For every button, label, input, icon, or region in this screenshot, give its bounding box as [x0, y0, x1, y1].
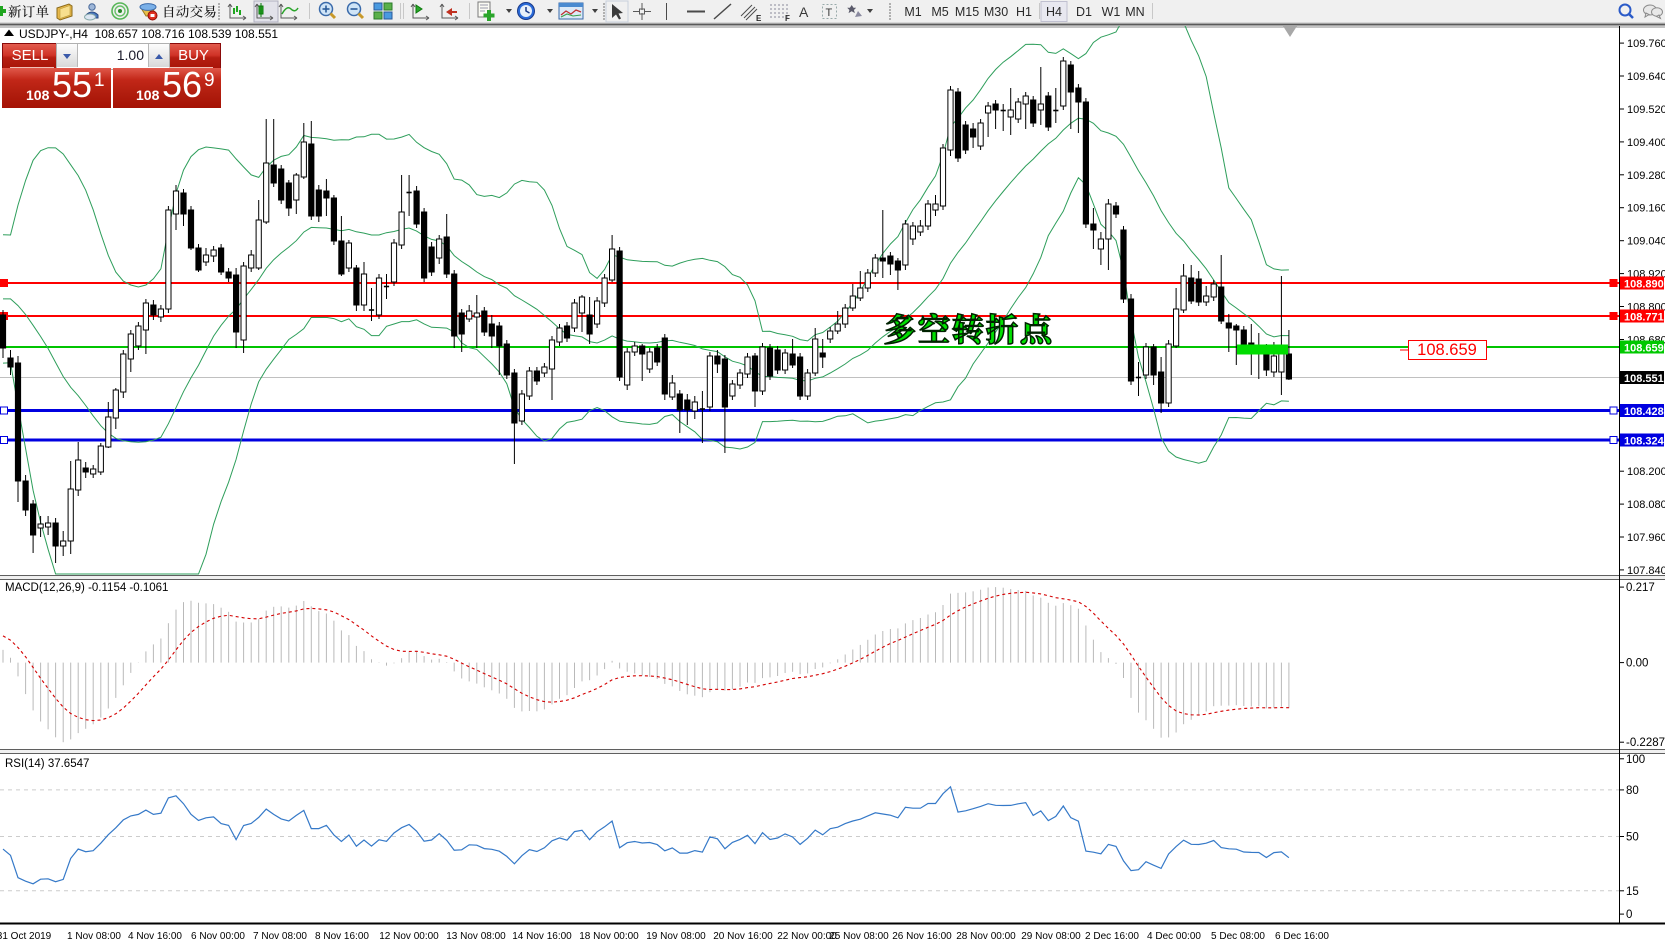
svg-text:M30: M30: [984, 5, 1008, 19]
svg-text:13 Nov 08:00: 13 Nov 08:00: [446, 931, 506, 942]
svg-text:0.00: 0.00: [1626, 658, 1648, 670]
svg-text:M5: M5: [931, 5, 948, 19]
svg-text:14 Nov 16:00: 14 Nov 16:00: [512, 931, 572, 942]
svg-text:H4: H4: [1046, 5, 1062, 19]
svg-text:1 Nov 08:00: 1 Nov 08:00: [67, 931, 121, 942]
svg-text:USDJPY-,H4 108.657 108.716 10: USDJPY-,H4 108.657 108.716 108.539 108.5…: [19, 27, 278, 41]
svg-text:107.960: 107.960: [1627, 532, 1665, 544]
svg-text:108.890: 108.890: [1624, 279, 1664, 291]
svg-text:12 Nov 00:00: 12 Nov 00:00: [379, 931, 439, 942]
svg-text:109.760: 109.760: [1627, 38, 1665, 50]
svg-text:28 Nov 00:00: 28 Nov 00:00: [956, 931, 1016, 942]
svg-text:108.659: 108.659: [1624, 343, 1664, 355]
svg-text:50: 50: [1626, 832, 1639, 844]
svg-text:108.080: 108.080: [1627, 499, 1665, 511]
svg-text:108.324: 108.324: [1624, 436, 1665, 448]
svg-text:109.040: 109.040: [1627, 236, 1665, 248]
svg-text:M15: M15: [955, 5, 979, 19]
svg-text:108.771: 108.771: [1624, 312, 1664, 324]
svg-text:4 Dec 00:00: 4 Dec 00:00: [1147, 931, 1201, 942]
svg-text:RSI(14) 37.6547: RSI(14) 37.6547: [5, 758, 89, 770]
svg-text:25 Nov 08:00: 25 Nov 08:00: [829, 931, 889, 942]
svg-text:19 Nov 08:00: 19 Nov 08:00: [646, 931, 706, 942]
svg-text:6 Dec 16:00: 6 Dec 16:00: [1275, 931, 1329, 942]
svg-text:7 Nov 08:00: 7 Nov 08:00: [253, 931, 307, 942]
svg-text:109.280: 109.280: [1627, 170, 1665, 182]
svg-text:108.200: 108.200: [1627, 466, 1665, 478]
svg-text:26 Nov 16:00: 26 Nov 16:00: [892, 931, 952, 942]
svg-text:29 Nov 08:00: 29 Nov 08:00: [1021, 931, 1081, 942]
svg-text:109.520: 109.520: [1627, 104, 1665, 116]
svg-text:6 Nov 00:00: 6 Nov 00:00: [191, 931, 245, 942]
svg-text:M1: M1: [904, 5, 921, 19]
svg-text:8 Nov 16:00: 8 Nov 16:00: [315, 931, 369, 942]
svg-text:A: A: [799, 4, 809, 20]
svg-text:MACD(12,26,9) -0.1154 -0.1061: MACD(12,26,9) -0.1154 -0.1061: [5, 582, 168, 594]
svg-text:107.840: 107.840: [1627, 565, 1665, 577]
svg-text:18 Nov 00:00: 18 Nov 00:00: [579, 931, 639, 942]
svg-text:109.400: 109.400: [1627, 137, 1665, 149]
svg-text:MN: MN: [1125, 5, 1144, 19]
svg-text:20 Nov 16:00: 20 Nov 16:00: [713, 931, 773, 942]
svg-text:109.640: 109.640: [1627, 71, 1665, 83]
svg-text:E: E: [756, 14, 762, 23]
svg-text:100: 100: [1626, 754, 1645, 766]
svg-text:W1: W1: [1102, 5, 1121, 19]
svg-text:108.659: 108.659: [1417, 341, 1477, 359]
svg-text:108.551: 108.551: [1624, 373, 1664, 385]
svg-text:5 Dec 08:00: 5 Dec 08:00: [1211, 931, 1265, 942]
svg-text:0: 0: [1626, 909, 1632, 921]
svg-text:4 Nov 16:00: 4 Nov 16:00: [128, 931, 182, 942]
svg-text:2 Dec 16:00: 2 Dec 16:00: [1085, 931, 1139, 942]
svg-text:22 Nov 00:00: 22 Nov 00:00: [777, 931, 837, 942]
svg-text:80: 80: [1626, 785, 1639, 797]
svg-text:109.160: 109.160: [1627, 203, 1665, 215]
svg-text:31 Oct 2019: 31 Oct 2019: [0, 931, 52, 942]
svg-text:T: T: [826, 7, 833, 19]
svg-text:-0.2287: -0.2287: [1626, 737, 1665, 749]
svg-text:0.217: 0.217: [1626, 582, 1655, 594]
svg-text:D1: D1: [1076, 5, 1092, 19]
svg-text:F: F: [785, 14, 790, 23]
svg-text:15: 15: [1626, 886, 1639, 898]
svg-text:H1: H1: [1016, 5, 1032, 19]
svg-text:108.428: 108.428: [1624, 406, 1664, 418]
